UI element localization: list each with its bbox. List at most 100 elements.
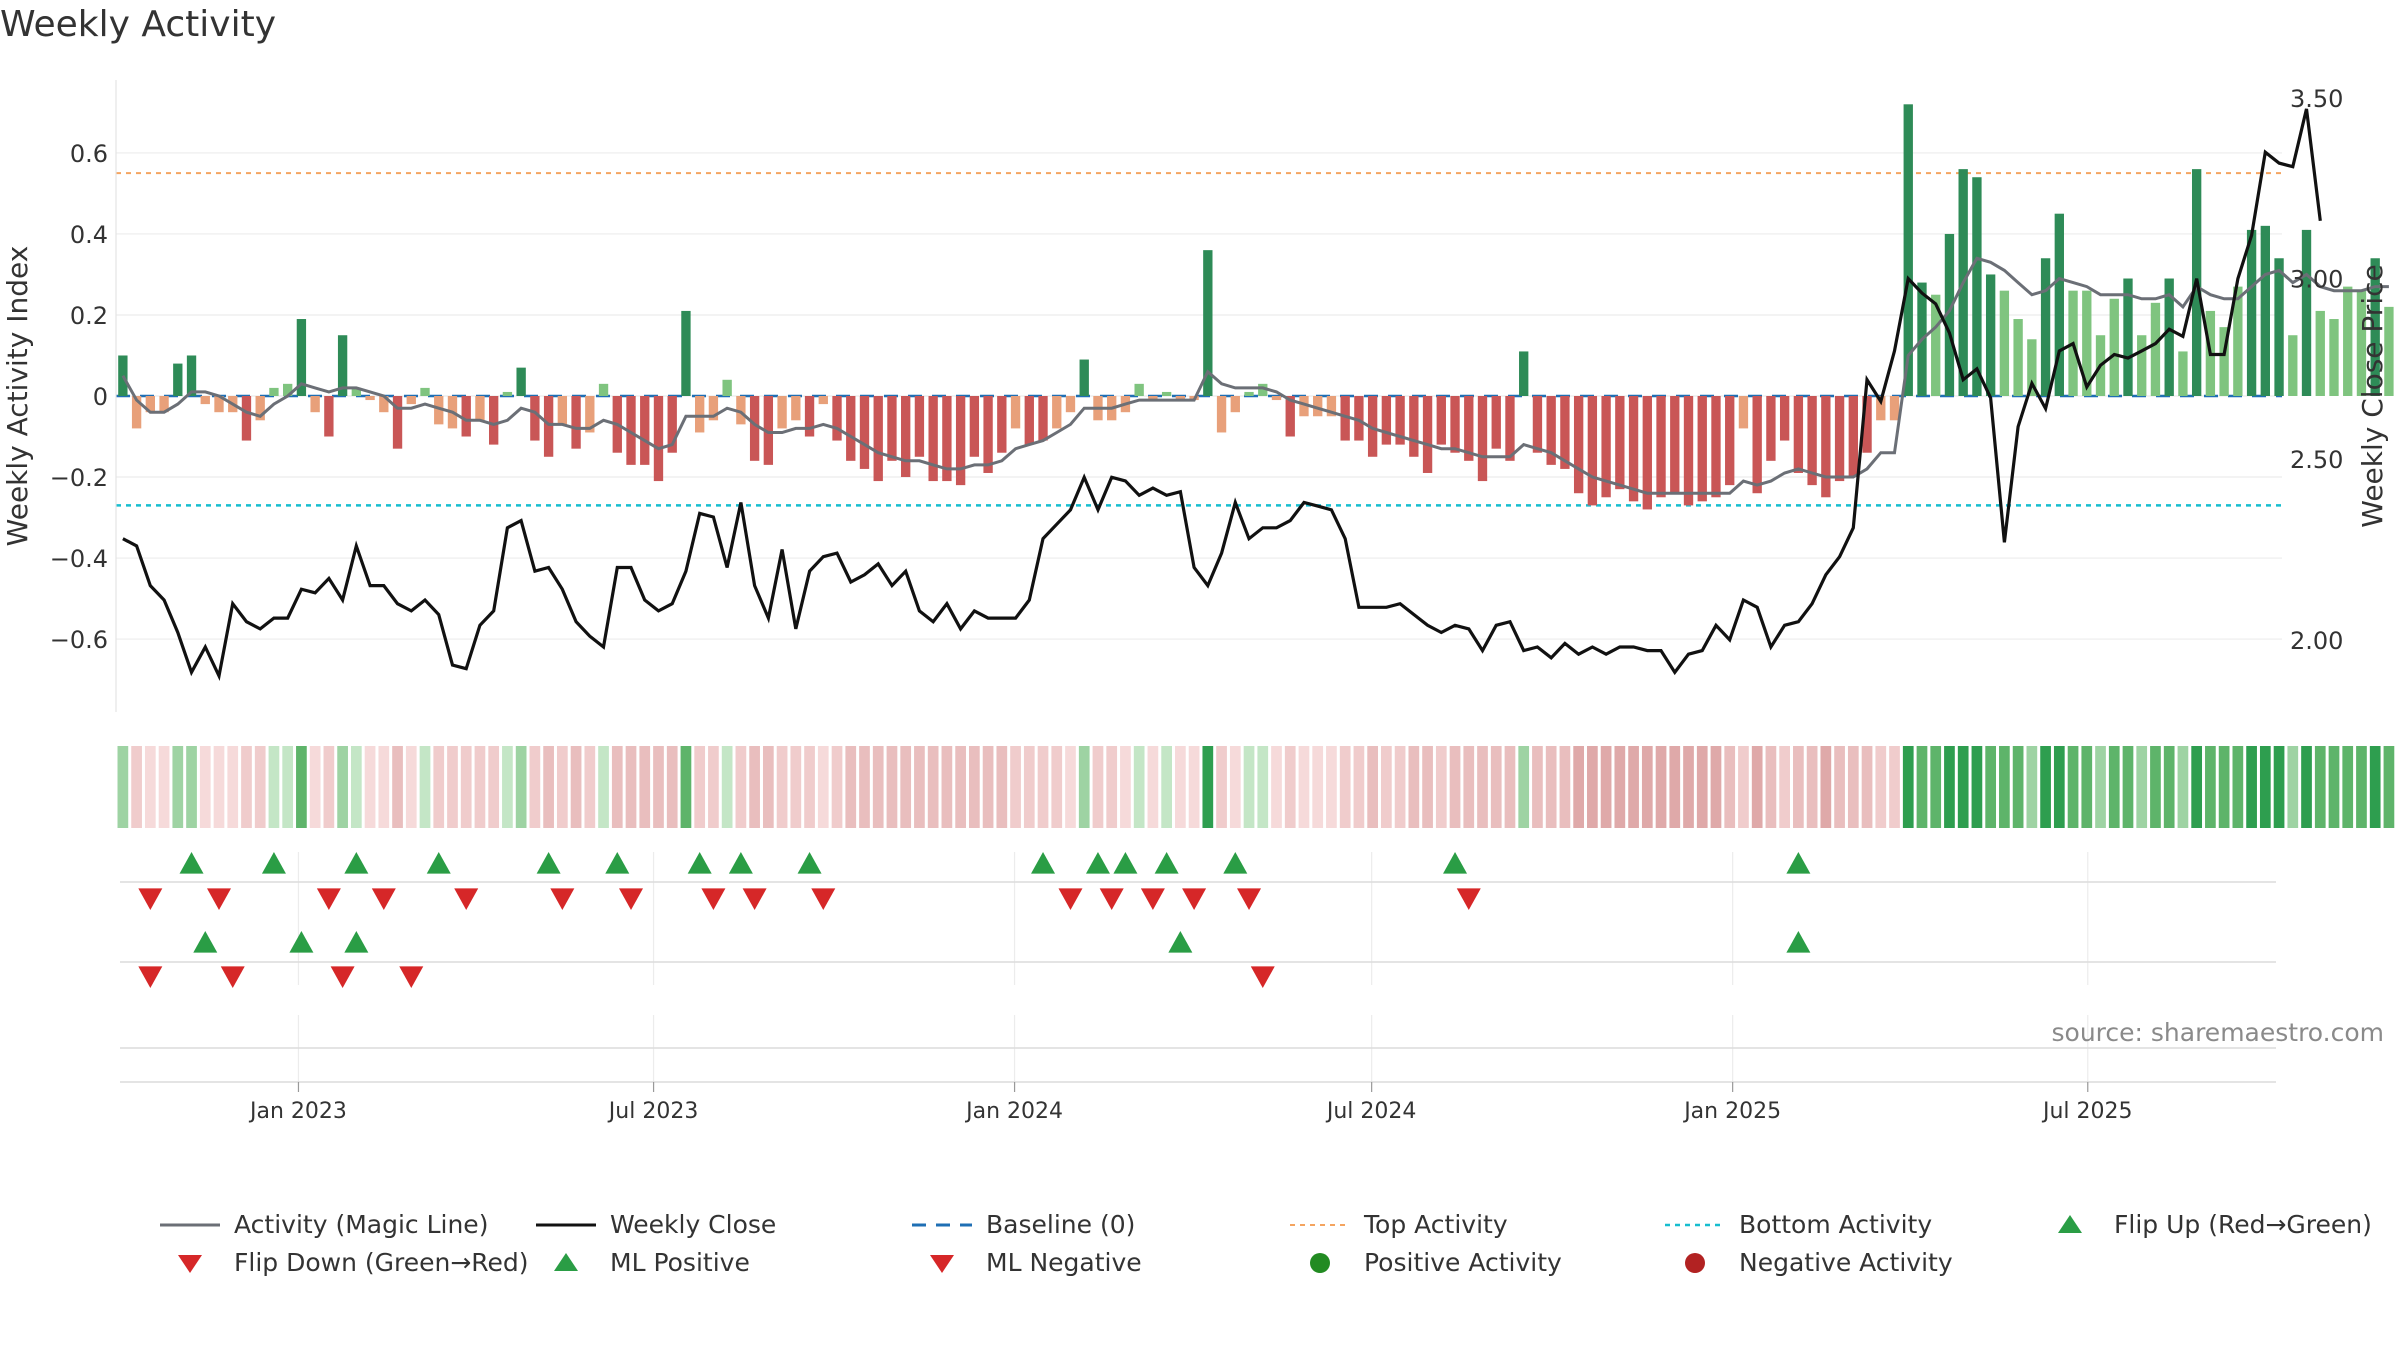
heat-strip-cell: [1889, 746, 1900, 828]
legend-swatch: [912, 1223, 972, 1226]
activity-bar: [1422, 396, 1433, 473]
activity-bar: [1738, 396, 1749, 429]
activity-bar: [1079, 359, 1089, 396]
activity-bar: [2301, 229, 2312, 396]
flip-up-marker: [1786, 852, 1811, 874]
heat-strip-cell: [1037, 746, 1049, 828]
activity-bar: [2219, 327, 2229, 396]
activity-bar: [1779, 396, 1790, 441]
heat-strip-cell: [2232, 746, 2244, 828]
heat-strip-cell: [982, 746, 994, 828]
activity-bar: [1216, 396, 1227, 433]
heat-strip-cell: [2081, 746, 2093, 828]
heat-strip-cell: [584, 746, 596, 828]
heat-strip-cell: [1628, 746, 1639, 828]
legend-label: Bottom Activity: [1739, 1210, 1933, 1239]
activity-bar: [2274, 258, 2284, 396]
activity-bar: [1161, 391, 1172, 396]
heat-strip-cell: [1930, 746, 1942, 828]
heat-strip-cell: [1078, 746, 1090, 828]
legend-flip-down: Flip Down (Green→Red): [160, 1248, 529, 1277]
activity-bar: [502, 391, 513, 396]
heat-strip-cell: [529, 746, 541, 828]
activity-bar: [1889, 396, 1900, 421]
y-tick-label: 0: [93, 383, 108, 411]
heat-strip-cell: [296, 746, 307, 828]
ml-negative-marker: [330, 966, 355, 988]
heat-strip-cell: [117, 746, 129, 828]
heat-strip-cell: [227, 746, 239, 828]
ml-positive-marker: [193, 931, 218, 953]
activity-bar: [1052, 396, 1062, 429]
activity-bar: [2315, 310, 2325, 396]
heat-strip-cell: [1683, 746, 1694, 828]
heat-strip-cell: [2122, 746, 2134, 828]
activity-bar: [1807, 396, 1817, 486]
heat-strip-cell: [172, 746, 184, 828]
legend-positive-activity: Positive Activity: [1290, 1248, 1562, 1277]
activity-bar: [337, 335, 348, 396]
flip-down-marker: [1456, 888, 1481, 910]
flip-up-marker: [179, 852, 204, 874]
y-tick-label: 0.4: [70, 221, 108, 249]
heat-strip-cell: [639, 746, 651, 828]
activity-bar: [1876, 396, 1886, 421]
heat-strip-cell: [927, 746, 939, 828]
activity-bar: [901, 396, 911, 478]
heat-strip-cell: [2150, 746, 2161, 828]
heat-strip-cell: [199, 746, 211, 828]
y-tick-label: 0.6: [70, 140, 108, 168]
activity-bar: [283, 383, 293, 396]
heat-strip-cell: [460, 746, 472, 828]
legend-label: Top Activity: [1364, 1210, 1508, 1239]
heat-strip-cell: [474, 746, 486, 828]
activity-bar: [1134, 383, 1144, 396]
activity-bar: [708, 396, 719, 421]
activity-bar: [2233, 286, 2243, 396]
activity-bar: [640, 396, 650, 465]
y-tick-label: −0.2: [50, 464, 108, 492]
heat-strip-cell: [502, 746, 513, 828]
flip-up-marker: [261, 852, 286, 874]
heat-strip-cell: [2287, 746, 2299, 828]
heat-strip-cell: [1463, 746, 1475, 828]
y2-axis-title: Weekly Close Price: [2356, 264, 2389, 527]
activity-bar: [763, 396, 774, 465]
activity-bar: [214, 396, 224, 413]
activity-bar: [1848, 396, 1858, 478]
activity-bar: [351, 387, 362, 396]
x-tick-label: Jul 2023: [607, 1099, 699, 1124]
heat-strip-cell: [2383, 746, 2395, 828]
legend-label: ML Positive: [610, 1248, 750, 1277]
heat-strip-cell: [1820, 746, 1832, 828]
heat-strip-cell: [1834, 746, 1845, 828]
heat-strip-cell: [2259, 746, 2271, 828]
activity-bar: [1793, 396, 1804, 473]
flip-down-marker: [742, 888, 767, 910]
heat-strip-cell: [543, 746, 554, 828]
heat-strip-cell: [845, 746, 857, 828]
activity-bar: [1244, 391, 1254, 396]
heat-strip-cell: [488, 746, 500, 828]
activity-bar: [2356, 290, 2367, 396]
heat-strip-cell: [144, 746, 156, 828]
activity-bar: [928, 396, 938, 482]
activity-bar: [1285, 396, 1295, 437]
activity-bar: [2384, 306, 2394, 396]
heat-strip-cell: [1724, 746, 1736, 828]
heat-strip-cell: [131, 746, 142, 828]
heat-strip-cell: [405, 746, 417, 828]
activity-bar: [1038, 396, 1048, 441]
x-tick-label: Jul 2024: [1325, 1099, 1417, 1124]
heat-strip-cell: [1298, 746, 1310, 828]
heat-strip-cell: [364, 746, 376, 828]
heat-strip-cell: [1559, 746, 1571, 828]
flip-up-marker: [1031, 852, 1056, 874]
ml-positive-marker: [1786, 931, 1811, 953]
heat-strip-cell: [1175, 746, 1186, 828]
legend-label: Flip Up (Red→Green): [2114, 1210, 2372, 1239]
heat-strip-cell: [2026, 746, 2038, 828]
y-tick-label: −0.6: [50, 626, 108, 654]
weekly-close-line: [122, 108, 2322, 682]
heat-strip-cell: [1779, 746, 1791, 828]
